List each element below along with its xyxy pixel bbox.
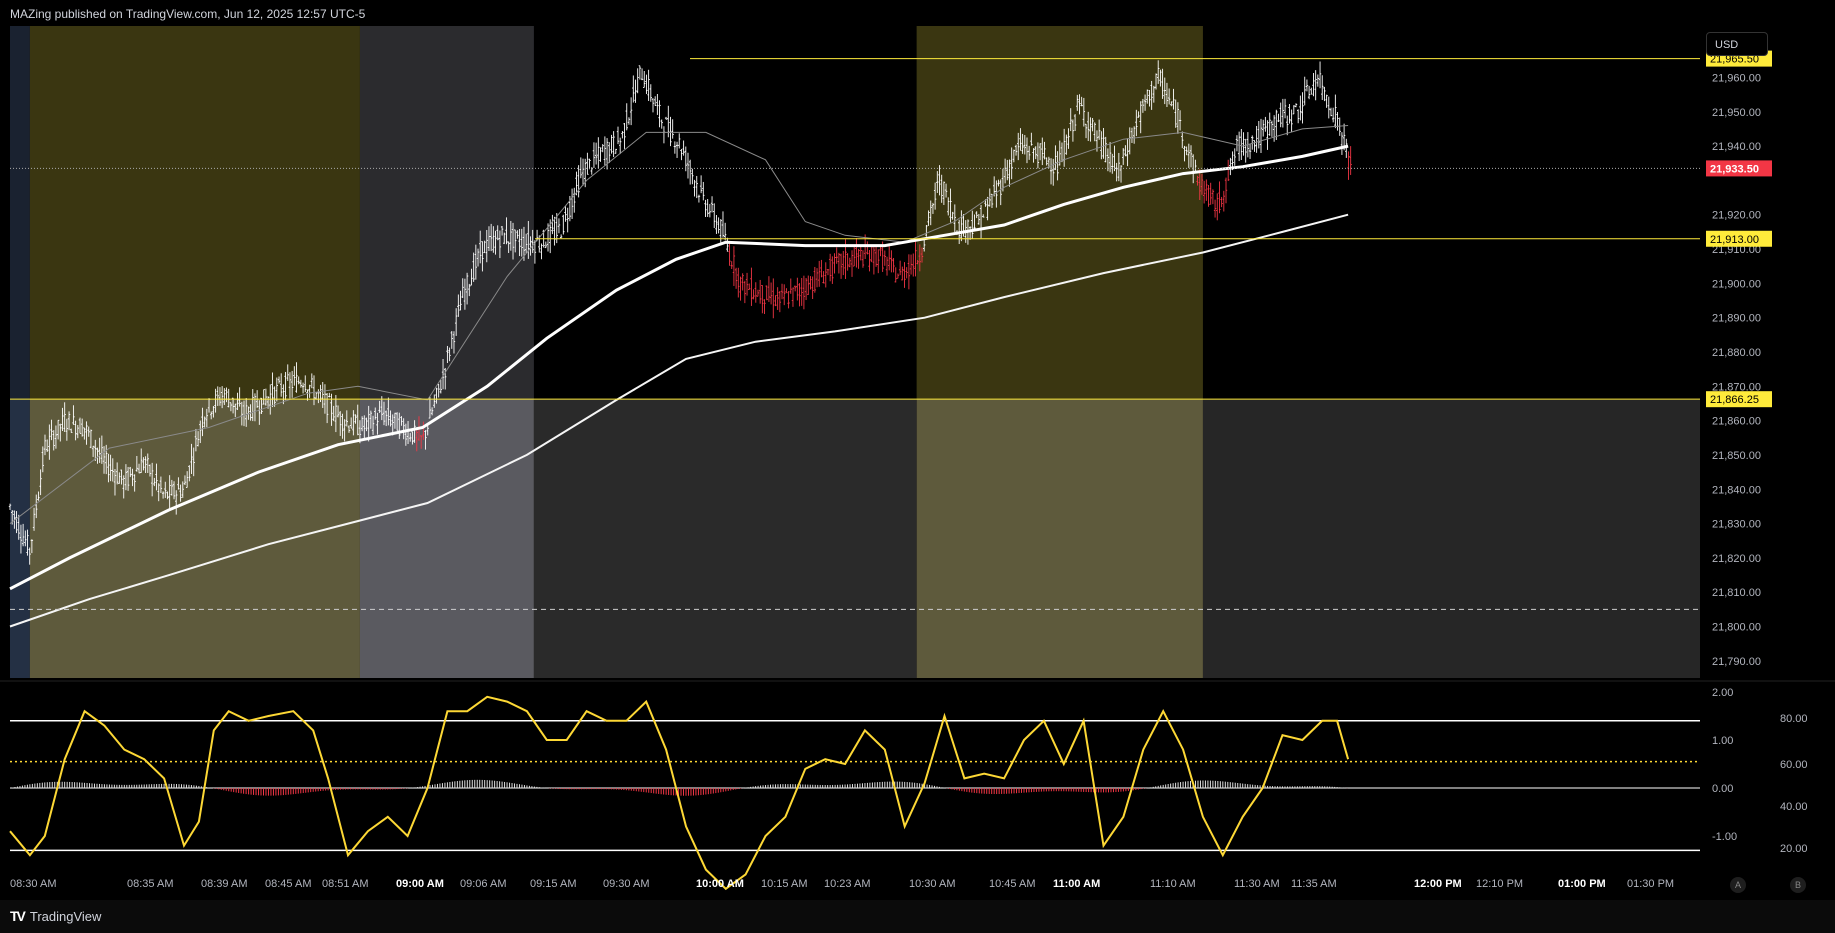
price-tick-label: 21,940.00 bbox=[1712, 141, 1761, 153]
time-tick-label: 01:30 PM bbox=[1627, 878, 1674, 890]
stochastic-line bbox=[9, 695, 1350, 891]
moving-averages bbox=[9, 125, 1349, 628]
level-tag-label: 21,965.50 bbox=[1710, 54, 1759, 66]
time-tick-label: 11:30 AM bbox=[1234, 878, 1280, 890]
footer-bar bbox=[0, 900, 1835, 933]
osc-tick-right: 20.00 bbox=[1780, 843, 1808, 855]
level-tag bbox=[1706, 391, 1772, 408]
time-tick-label: 09:00 AM bbox=[396, 878, 444, 890]
last-price-tag bbox=[1706, 160, 1772, 177]
tradingview-logo-icon: TV bbox=[10, 908, 26, 924]
time-tick-label: 08:45 AM bbox=[265, 878, 311, 890]
price-tick-label: 21,880.00 bbox=[1712, 347, 1761, 359]
price-tick-label: 21,800.00 bbox=[1712, 622, 1761, 634]
level-tag-label: 21,913.00 bbox=[1710, 234, 1759, 246]
session-lower-mid bbox=[533, 399, 917, 678]
time-tick-label: 10:23 AM bbox=[824, 878, 870, 890]
osc-tick-right: 60.00 bbox=[1780, 759, 1808, 771]
time-tick-label: 08:39 AM bbox=[201, 878, 247, 890]
session-lower-1 bbox=[29, 399, 360, 678]
price-axis: 21,970.0021,960.0021,950.0021,940.0021,9… bbox=[1700, 26, 1835, 698]
osc-tick-left: -1.00 bbox=[1712, 831, 1737, 843]
time-tick-label: 09:30 AM bbox=[603, 878, 649, 890]
candles-layer bbox=[8, 60, 1352, 565]
osc-tick-left: 0.00 bbox=[1712, 783, 1733, 795]
price-tick-label: 21,900.00 bbox=[1712, 278, 1761, 290]
session-lower-2 bbox=[359, 399, 534, 678]
time-tick-label: 09:15 AM bbox=[530, 878, 576, 890]
price-tick-label: 21,810.00 bbox=[1712, 587, 1761, 599]
publish-header: MAZing published on TradingView.com, Jun… bbox=[0, 0, 1835, 26]
auto-scale-button[interactable]: A bbox=[1730, 877, 1746, 893]
log-scale-button[interactable]: B bbox=[1790, 877, 1806, 893]
price-tick-label: 21,910.00 bbox=[1712, 244, 1761, 256]
osc-tick-left: 1.00 bbox=[1712, 735, 1733, 747]
session-lower-right bbox=[1202, 399, 1700, 678]
level-tag bbox=[1706, 230, 1772, 247]
time-tick-label: 11:10 AM bbox=[1150, 878, 1196, 890]
price-tick-label: 21,920.00 bbox=[1712, 210, 1761, 222]
session-highlights bbox=[10, 26, 1700, 678]
price-tick-label: 21,950.00 bbox=[1712, 107, 1761, 119]
time-tick-label: 08:30 AM bbox=[10, 878, 56, 890]
price-tick-label: 21,860.00 bbox=[1712, 416, 1761, 428]
time-tick-label: 12:10 PM bbox=[1476, 878, 1523, 890]
tradingview-logo[interactable]: TV TradingView bbox=[10, 908, 101, 924]
last-price-label: 21,933.50 bbox=[1710, 163, 1759, 175]
time-tick-label: 10:45 AM bbox=[989, 878, 1035, 890]
time-tick-label: 10:15 AM bbox=[761, 878, 807, 890]
time-axis: 08:30 AM 08:35 AM 08:39 AM 08:45 AM 08:51 AM… bbox=[10, 878, 1674, 890]
currency-button[interactable]: USD bbox=[1706, 32, 1768, 56]
publish-info: MAZing published on TradingView.com, Jun… bbox=[10, 7, 366, 21]
osc-tick-left: 2.00 bbox=[1712, 687, 1733, 699]
price-tick-label: 21,850.00 bbox=[1712, 450, 1761, 462]
time-tick-label: 01:00 PM bbox=[1558, 878, 1606, 890]
level-lines: 21,965.50 21,913.00 21,866.25 21,933.50 bbox=[10, 50, 1772, 610]
ma-fast-line bbox=[9, 125, 1349, 524]
session-upper-3 bbox=[916, 26, 1203, 400]
time-tick-label: 11:35 AM bbox=[1291, 878, 1337, 890]
time-tick-label: 08:51 AM bbox=[322, 878, 368, 890]
ma-mid-line bbox=[9, 144, 1349, 591]
time-tick-label: 10:00 AM bbox=[696, 878, 744, 890]
price-tick-label: 21,960.00 bbox=[1712, 72, 1761, 84]
price-tick-label: 21,830.00 bbox=[1712, 519, 1761, 531]
price-tick-label: 21,890.00 bbox=[1712, 313, 1761, 325]
level-tag-label: 21,866.25 bbox=[1710, 394, 1759, 406]
time-tick-label: 10:30 AM bbox=[909, 878, 955, 890]
session-lower-3 bbox=[916, 399, 1203, 678]
time-tick-label: 08:35 AM bbox=[127, 878, 173, 890]
price-tick-label: 21,840.00 bbox=[1712, 484, 1761, 496]
price-tick-label: 21,870.00 bbox=[1712, 381, 1761, 393]
price-tick-label: 21,820.00 bbox=[1712, 553, 1761, 565]
tradingview-brand: TradingView bbox=[29, 908, 102, 924]
price-tick-label: 21,790.00 bbox=[1712, 656, 1761, 668]
session-upper-2 bbox=[359, 26, 534, 400]
session-upper-1 bbox=[29, 26, 360, 400]
price-axis-bg bbox=[1700, 26, 1835, 698]
osc-tick-right: 40.00 bbox=[1780, 801, 1808, 813]
time-tick-label: 11:00 AM bbox=[1053, 878, 1100, 890]
time-tick-label: 09:06 AM bbox=[460, 878, 506, 890]
session-lower-0 bbox=[10, 399, 30, 678]
session-upper-0 bbox=[10, 26, 30, 400]
osc-tick-right: 80.00 bbox=[1780, 713, 1808, 725]
ma-slow-line bbox=[9, 213, 1349, 628]
time-tick-label: 12:00 PM bbox=[1414, 878, 1462, 890]
oscillator-pane: 2.00 1.00 0.00 -1.00 80.00 60.00 40.00 20.00 bbox=[0, 680, 1835, 891]
